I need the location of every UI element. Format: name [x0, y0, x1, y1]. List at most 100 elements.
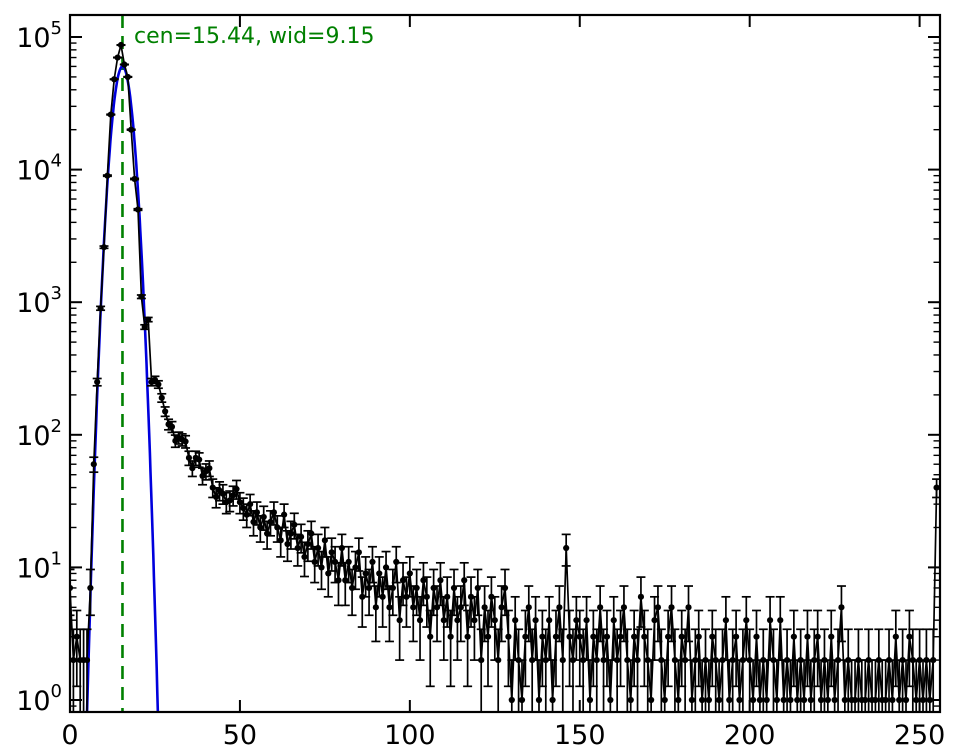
data-point [328, 549, 335, 556]
plot-frame [68, 13, 942, 714]
data-point [654, 604, 662, 611]
data-point [440, 617, 447, 624]
data-point [709, 633, 716, 640]
data-point [515, 656, 522, 664]
data-point [665, 633, 672, 640]
data-point [804, 633, 811, 640]
data-point [845, 656, 852, 664]
data-point [780, 696, 787, 704]
data-point [236, 499, 244, 506]
data-point [287, 530, 294, 537]
data-markers [70, 41, 940, 704]
y-tick-label: 103 [16, 283, 62, 319]
data-point [321, 537, 328, 544]
data-point [824, 696, 831, 704]
data-point [247, 501, 254, 508]
y-minor-ticks [70, 42, 940, 707]
data-point [637, 593, 645, 600]
data-point [648, 696, 655, 704]
data-point [593, 656, 600, 664]
data-point [399, 577, 407, 584]
data-point [902, 696, 910, 704]
data-point [403, 593, 410, 600]
data-point [634, 656, 641, 664]
x-tick-label: 0 [61, 720, 78, 751]
data-point [158, 394, 165, 401]
data-point [783, 656, 791, 664]
data-point [250, 518, 257, 526]
data-point [209, 484, 216, 491]
data-point [284, 540, 291, 548]
data-point [753, 633, 760, 640]
data-point [671, 656, 679, 664]
data-point [311, 558, 318, 566]
data-point [535, 696, 543, 704]
data-point [586, 696, 594, 704]
data-point [420, 577, 427, 584]
data-point [376, 570, 383, 577]
data-point [576, 633, 583, 640]
data-point [471, 617, 478, 624]
data-point [580, 656, 587, 664]
data-point [138, 293, 145, 300]
data-point [348, 584, 356, 592]
data-point [583, 617, 590, 624]
data-point [450, 584, 458, 592]
data-point [314, 544, 322, 552]
data-point [121, 61, 128, 68]
data-point [828, 633, 835, 640]
data-point [338, 544, 345, 552]
data-point [525, 604, 532, 611]
data-point [838, 604, 845, 611]
data-point [855, 656, 862, 664]
data-point [484, 633, 492, 640]
data-point [264, 530, 271, 537]
data-point [790, 633, 797, 640]
data-point [379, 593, 386, 600]
x-tick-label: 100 [384, 720, 436, 751]
data-point [919, 696, 927, 704]
data-point [73, 633, 80, 640]
data-point [107, 111, 114, 118]
data-point [702, 656, 709, 664]
data-point [739, 656, 746, 664]
data-point [294, 544, 301, 552]
x-tick-label: 200 [724, 720, 776, 751]
data-point [658, 656, 665, 664]
data-point [495, 656, 502, 664]
data-point [627, 696, 634, 704]
error-bars [70, 43, 940, 712]
data-point [94, 378, 101, 386]
data-point [182, 438, 189, 445]
data-point [199, 472, 206, 479]
data-point [682, 656, 689, 664]
data-point [461, 577, 468, 584]
data-point [362, 570, 369, 577]
data-point [559, 656, 566, 664]
data-point [393, 558, 400, 566]
data-point [355, 549, 362, 556]
data-point [906, 633, 913, 640]
data-point [498, 604, 505, 611]
data-point [597, 604, 604, 611]
data-point [501, 584, 509, 592]
data-point [389, 584, 396, 592]
data-point [454, 617, 461, 624]
data-point [185, 454, 193, 461]
data-point [811, 656, 818, 664]
data-point [359, 593, 366, 600]
data-point [651, 617, 658, 624]
data-point [124, 73, 131, 81]
data-point [695, 633, 702, 640]
y-tick-label: 100 [16, 681, 62, 717]
data-point [875, 656, 882, 664]
data-point [134, 206, 142, 213]
data-point [624, 656, 631, 664]
data-point [155, 381, 162, 388]
data-point [437, 577, 444, 584]
data-point [145, 316, 152, 323]
data-point [923, 656, 930, 664]
data-point [556, 604, 563, 611]
